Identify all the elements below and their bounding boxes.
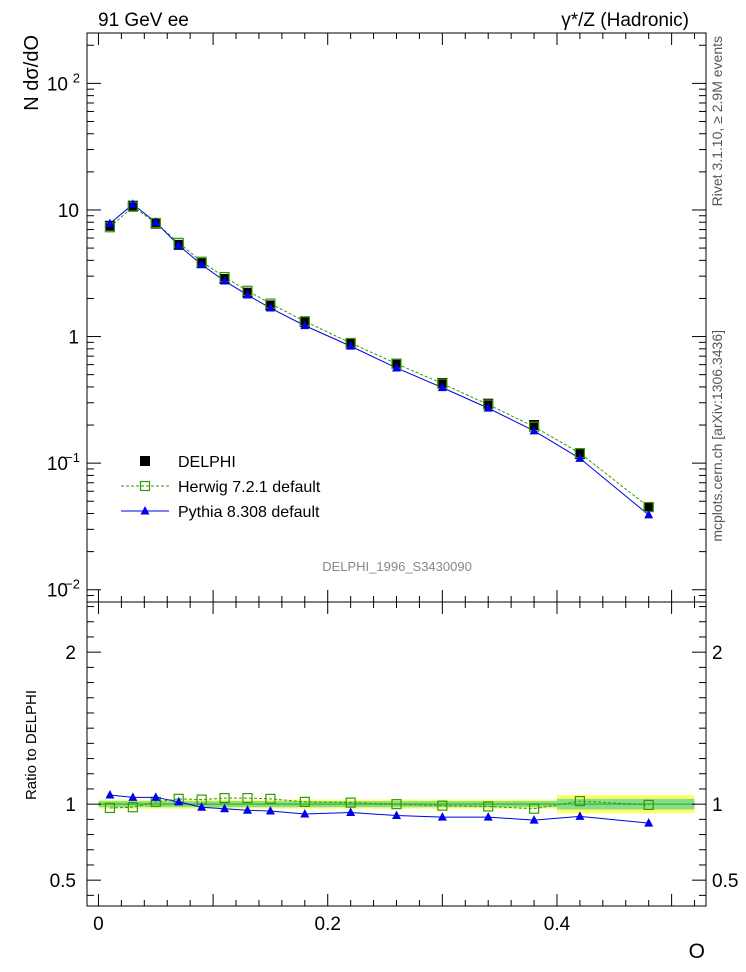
y-tick-label-ratio: 1 bbox=[65, 795, 76, 816]
y-tick-label-exponent: −2 bbox=[65, 577, 80, 592]
point-filled-triangle-solid bbox=[197, 259, 207, 269]
y-tick-label-main: 10 bbox=[47, 581, 68, 602]
ratio-line-open-square-dashed bbox=[109, 797, 649, 810]
ratio-point-open-square-dashed bbox=[643, 799, 654, 811]
ratio-point-filled-triangle-solid bbox=[346, 807, 356, 817]
y-tick-label-main: 1 bbox=[68, 328, 79, 349]
point-data bbox=[643, 502, 654, 513]
point-filled-triangle-solid bbox=[128, 199, 138, 208]
series-line-open-square-dashed bbox=[109, 206, 649, 508]
ratio-point-open-square-dashed bbox=[127, 802, 138, 813]
point-filled-triangle-solid bbox=[105, 218, 115, 228]
ratio-point-filled-triangle-solid bbox=[392, 810, 401, 820]
ratio-plot-series bbox=[104, 790, 654, 827]
ratio-point-open-square-dashed bbox=[104, 802, 116, 814]
ratio-point-filled-triangle-solid bbox=[174, 796, 184, 806]
legend-entry-label: Pythia 8.308 default bbox=[178, 504, 320, 521]
series-line-filled-triangle-solid bbox=[109, 203, 650, 516]
y-tick-label-ratio-right: 2 bbox=[712, 643, 723, 664]
point-filled-triangle-solid bbox=[151, 217, 161, 226]
ratio-point-open-square-dashed bbox=[483, 801, 494, 812]
header-left-label: 91 GeV ee bbox=[98, 10, 189, 31]
point-filled-triangle-solid bbox=[529, 425, 539, 435]
ratio-point-open-square-dashed bbox=[345, 797, 356, 808]
y-tick-label-ratio-right: 0.5 bbox=[712, 871, 738, 892]
main-plot-series bbox=[104, 199, 654, 519]
ratio-point-filled-triangle-solid bbox=[437, 812, 447, 821]
ratio-point-filled-triangle-solid bbox=[644, 818, 654, 827]
y-tick-label-ratio-right: 1 bbox=[712, 795, 723, 816]
ratio-point-open-square-dashed bbox=[219, 792, 230, 804]
ratio-point-filled-triangle-solid bbox=[265, 806, 275, 815]
ratio-line-filled-triangle-solid bbox=[109, 794, 649, 824]
y-tick-label-main: 10 bbox=[47, 454, 68, 475]
ratio-point-filled-triangle-solid bbox=[128, 792, 138, 801]
y-tick-label-ratio: 2 bbox=[65, 643, 76, 664]
ratio-point-open-square-dashed bbox=[574, 796, 586, 807]
point-data bbox=[529, 420, 540, 431]
point-filled-triangle-solid bbox=[300, 320, 310, 330]
legend-marker bbox=[140, 506, 150, 515]
ratio-point-open-square-dashed bbox=[265, 793, 276, 804]
header-right-label: γ*/Z (Hadronic) bbox=[561, 10, 689, 31]
ratio-point-filled-triangle-solid bbox=[105, 790, 115, 799]
legend-marker bbox=[139, 480, 151, 492]
ratio-point-open-square-dashed bbox=[242, 792, 253, 804]
point-filled-triangle-solid bbox=[265, 303, 275, 312]
rivet-version-label: Rivet 3.1.10, ≥ 2.9M events bbox=[709, 36, 725, 206]
point-filled-triangle-solid bbox=[220, 275, 230, 285]
main-y-axis-label: N dσ/dO bbox=[21, 35, 43, 111]
y-tick-label-ratio: 0.5 bbox=[50, 871, 76, 892]
y-tick-label-main: 10 bbox=[58, 201, 79, 222]
ratio-point-open-square-dashed bbox=[437, 800, 448, 811]
x-tick-label: 0 bbox=[93, 914, 104, 935]
ratio-point-filled-triangle-solid bbox=[300, 809, 310, 818]
x-axis-label: O bbox=[689, 940, 705, 963]
point-filled-triangle-solid bbox=[483, 403, 493, 412]
ratio-point-filled-triangle-solid bbox=[483, 812, 493, 821]
ratio-point-filled-triangle-solid bbox=[242, 805, 252, 814]
analysis-label: DELPHI_1996_S3430090 bbox=[322, 559, 472, 574]
point-filled-triangle-solid bbox=[346, 341, 356, 350]
ratio-point-open-square-dashed bbox=[391, 799, 402, 810]
legend-entry-label: Herwig 7.2.1 default bbox=[178, 479, 321, 496]
legend-marker bbox=[140, 456, 150, 466]
ratio-point-open-square-dashed bbox=[299, 796, 310, 807]
point-filled-triangle-solid bbox=[242, 289, 252, 299]
ratio-y-axis-label: Ratio to DELPHI bbox=[23, 690, 40, 800]
x-tick-label: 0.4 bbox=[544, 914, 571, 935]
ratio-point-open-square-dashed bbox=[528, 803, 540, 814]
y-tick-label-exponent: −1 bbox=[65, 450, 80, 465]
legend-entry-label: DELPHI bbox=[178, 454, 236, 471]
point-filled-triangle-solid bbox=[392, 362, 401, 372]
ratio-plot-frame bbox=[86, 601, 707, 907]
y-tick-label-main: 10 bbox=[47, 74, 68, 95]
point-filled-triangle-solid bbox=[644, 509, 654, 519]
ratio-point-filled-triangle-solid bbox=[220, 803, 230, 813]
ratio-point-filled-triangle-solid bbox=[197, 802, 207, 811]
point-filled-triangle-solid bbox=[174, 240, 184, 249]
point-filled-triangle-solid bbox=[437, 382, 447, 392]
ratio-point-filled-triangle-solid bbox=[575, 811, 585, 820]
ratio-point-filled-triangle-solid bbox=[151, 792, 161, 801]
legend: DELPHI Herwig 7.2.1 default Pythia 8.308 d… bbox=[121, 454, 321, 521]
mcplots-label: mcplots.cern.ch [arXiv:1306.3436] bbox=[709, 330, 725, 542]
point-filled-triangle-solid bbox=[575, 453, 585, 462]
axis-ticks bbox=[87, 33, 706, 906]
ratio-point-filled-triangle-solid bbox=[529, 815, 539, 824]
y-tick-label-exponent: 2 bbox=[73, 70, 80, 85]
x-tick-label: 0.2 bbox=[315, 914, 341, 935]
